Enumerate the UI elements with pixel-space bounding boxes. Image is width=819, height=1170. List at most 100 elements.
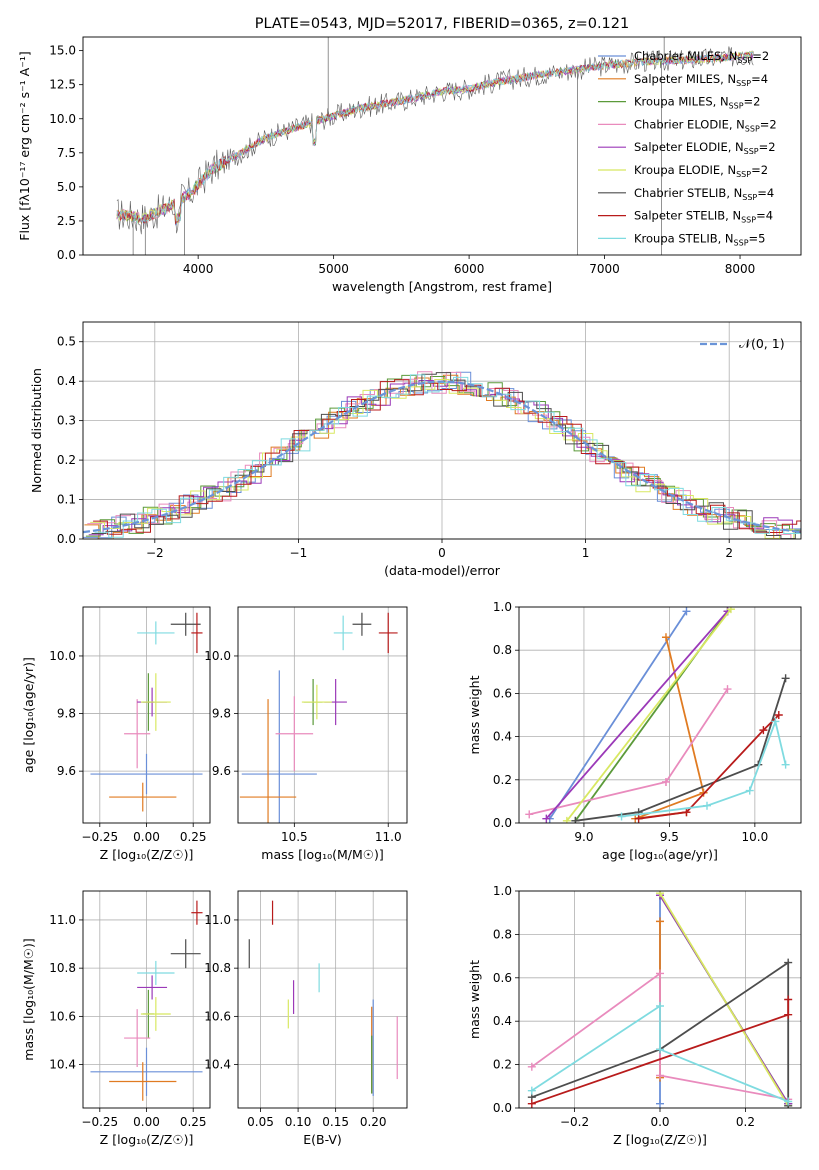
series-marker: [682, 808, 691, 817]
y-tick-label: 12.5: [49, 78, 76, 92]
series-marker: [784, 958, 793, 967]
y-tick-label: 10.4: [204, 1058, 231, 1072]
series-line: [531, 960, 790, 1106]
x-tick-label: −0.25: [81, 1115, 118, 1129]
y-tick-label: 9.6: [57, 764, 76, 778]
hist-kroupa_elodie: [90, 379, 801, 539]
series-line: [566, 608, 732, 822]
errorbar-chabrier_elodie: [275, 696, 314, 772]
residual-hist: [83, 371, 801, 539]
y-tick-label: 0.4: [57, 374, 76, 388]
y-tick-label: 0.2: [493, 773, 512, 787]
hist-salpeter_elodie: [88, 380, 801, 536]
y-tick-label: 0.0: [57, 532, 76, 546]
age_vs_Z-points: [90, 612, 203, 812]
y-axis-label: Flux [fλ10⁻¹⁷ erg cm⁻² s⁻¹ A⁻¹]: [17, 51, 32, 240]
y-tick-label: 10.6: [204, 1009, 231, 1023]
legend-label: Salpeter STELIB, NSSP=4: [634, 209, 773, 225]
x-axis-label: E(B-V): [303, 1132, 342, 1147]
spectrum-kroupa_stelib: [116, 50, 754, 224]
x-tick-label: 0.05: [247, 1115, 274, 1129]
series-marker: [527, 1099, 536, 1108]
series-marker: [784, 995, 793, 1004]
mass_vs_Z-frame: [82, 890, 211, 1109]
series-marker: [656, 1045, 664, 1054]
weight_vs_age-frame: [518, 606, 802, 824]
y-tick-label: 0.8: [493, 927, 512, 941]
age_vs_Z-frame: [82, 606, 211, 824]
spectrum-salpeter_stelib: [116, 50, 754, 225]
y-tick-label: 2.5: [57, 214, 76, 228]
residuals-frame: [82, 321, 802, 540]
series-marker: [656, 917, 664, 926]
series-marker: [781, 674, 790, 683]
x-axis-label: age [log₁₀(age/yr)]: [602, 847, 718, 862]
errorbar-salpeter_miles: [109, 782, 177, 812]
mass_vs_ebv-points: [248, 900, 398, 1096]
x-tick-label: 7000: [589, 262, 620, 276]
x-tick-label: 9.0: [574, 830, 593, 844]
errorbar-chabrier_elodie: [124, 699, 151, 769]
y-tick-label: 0.4: [493, 1014, 512, 1028]
y-tick-label: 0.0: [57, 248, 76, 262]
series-kroupa_stelib: [617, 717, 790, 821]
legend-label: Chabrier MILES, NSSP=2: [634, 49, 769, 65]
y-axis-label: mass weight: [467, 960, 482, 1039]
errorbar-salpeter_stelib: [191, 900, 203, 925]
series-marker: [784, 1010, 793, 1019]
series-marker: [656, 891, 664, 898]
x-tick-label: 0.00: [133, 1115, 160, 1129]
weight_vs_Z-series: [527, 891, 793, 1108]
x-tick-label: −0.2: [560, 1115, 589, 1129]
series-marker: [682, 607, 691, 616]
series-line: [659, 892, 789, 1107]
y-tick-label: 0.4: [493, 730, 512, 744]
errorbar-kroupa_stelib: [333, 615, 353, 651]
x-tick-label: 0.10: [285, 1115, 312, 1129]
legend-label: Chabrier ELODIE, NSSP=2: [634, 117, 777, 133]
errorbar-chabrier_miles: [241, 670, 317, 823]
series-kroupa_stelib: [527, 1002, 793, 1106]
x-tick-label: −0.25: [81, 830, 118, 844]
errorbar-kroupa_elodie: [140, 997, 171, 1031]
spectrum-legend: Chabrier MILES, NSSP=2 Salpeter MILES, NS…: [598, 49, 777, 247]
chart-title: PLATE=0543, MJD=52017, FIBERID=0365, z=0…: [255, 16, 629, 32]
hist-salpeter_stelib: [93, 379, 801, 535]
legend-label: Kroupa MILES, NSSP=2: [634, 95, 760, 111]
spectrum-axes: 4000 5000 6000 7000 8000 0.0 2.5 5.0 7.5 10.0 12.5…: [17, 44, 755, 294]
hist-chabrier_stelib: [91, 372, 801, 539]
errorbar-salpeter_elodie: [137, 975, 168, 1000]
x-tick-label: 0.25: [180, 1115, 207, 1129]
x-axis-label: Z [log₁₀(Z/Z☉)]: [100, 1132, 194, 1147]
series-kroupa_elodie: [562, 607, 735, 823]
x-axis-label: wavelength [Angstrom, rest frame]: [332, 279, 552, 294]
x-tick-label: 10.0: [741, 830, 768, 844]
y-tick-label: 10.0: [49, 112, 76, 126]
mass_vs_Z-points: [90, 900, 203, 1101]
legend-label: Kroupa STELIB, NSSP=5: [634, 231, 765, 247]
x-tick-label: 4000: [183, 262, 214, 276]
series-marker: [774, 711, 783, 719]
errorbar-chabrier_stelib: [170, 612, 201, 636]
x-axis-label: Z [log₁₀(Z/Z☉)]: [100, 847, 194, 862]
legend-label: Chabrier STELIB, NSSP=4: [634, 186, 774, 202]
series-marker: [571, 816, 580, 823]
series-marker: [562, 816, 571, 823]
y-axis-label: age [log₁₀(age/yr)]: [21, 657, 36, 773]
legend-label: Salpeter ELODIE, NSSP=2: [634, 140, 776, 156]
residuals-axes: −2 −1 0 1 2 0.0 0.1 0.2 0.3 0.4 0.5 (data-model)/er…: [29, 322, 801, 578]
series-marker: [723, 685, 732, 694]
x-tick-label: 0.00: [133, 830, 160, 844]
errorbar-chabrier_stelib: [352, 612, 372, 636]
age_vs_Z-axes: −0.25 0.00 0.25 9.6 9.8 10.0 Z [log₁₀(Z/Z☉)] ag…: [21, 607, 210, 862]
age_vs_mass-points: [239, 612, 398, 823]
series-marker: [542, 814, 551, 823]
y-tick-label: 1.0: [493, 884, 512, 898]
x-tick-label: 0: [438, 546, 446, 560]
mass_vs_ebv-axes: 0.05 0.10 0.15 0.20 10.4 10.6 10.8 11.0 E(B-V): [204, 891, 407, 1147]
x-axis-label: Z [log₁₀(Z/Z☉)]: [613, 1132, 707, 1147]
y-tick-label: 10.4: [49, 1058, 76, 1072]
y-tick-label: 10.0: [49, 649, 76, 663]
series-marker: [656, 1002, 664, 1011]
